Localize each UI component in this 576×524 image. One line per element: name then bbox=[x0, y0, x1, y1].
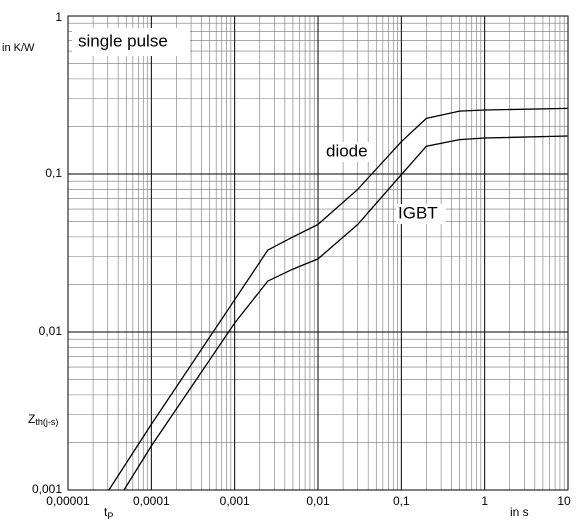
y-unit: in K/W bbox=[2, 42, 35, 54]
grid bbox=[67, 15, 569, 491]
x-tick-label: 1 bbox=[481, 494, 488, 508]
y-label-main: Z bbox=[28, 412, 35, 426]
x-tick-label: 10 bbox=[557, 494, 571, 508]
annotation: single pulse bbox=[78, 31, 168, 50]
x-tick-label: 0,00001 bbox=[46, 494, 90, 508]
y-label-sub: th(j-s) bbox=[35, 417, 58, 427]
x-tick-label: 0,0001 bbox=[133, 494, 170, 508]
curve-label: diode bbox=[326, 141, 368, 160]
curve-label-bg bbox=[324, 142, 374, 162]
x-label: tP bbox=[104, 505, 113, 521]
y-tick-label: 0,001 bbox=[32, 482, 62, 496]
y-tick-label: 0,01 bbox=[39, 324, 63, 338]
x-label-sub: P bbox=[107, 511, 113, 521]
x-label-main: t bbox=[104, 505, 108, 519]
x-tick-label: 0,1 bbox=[393, 494, 410, 508]
y-label: Zth(j-s) bbox=[28, 412, 58, 427]
y-tick-label: 0,1 bbox=[45, 166, 62, 180]
curve-label: IGBT bbox=[398, 203, 438, 222]
curve-label-bg bbox=[396, 204, 446, 224]
plot-frame bbox=[67, 15, 569, 491]
curve bbox=[123, 135, 569, 491]
y-tick-label: 1 bbox=[55, 10, 62, 24]
x-unit: in s bbox=[510, 505, 529, 519]
annotation-box bbox=[72, 28, 190, 56]
x-tick-label: 0,001 bbox=[220, 494, 250, 508]
curve bbox=[108, 107, 569, 491]
x-tick-label: 0,01 bbox=[306, 494, 330, 508]
